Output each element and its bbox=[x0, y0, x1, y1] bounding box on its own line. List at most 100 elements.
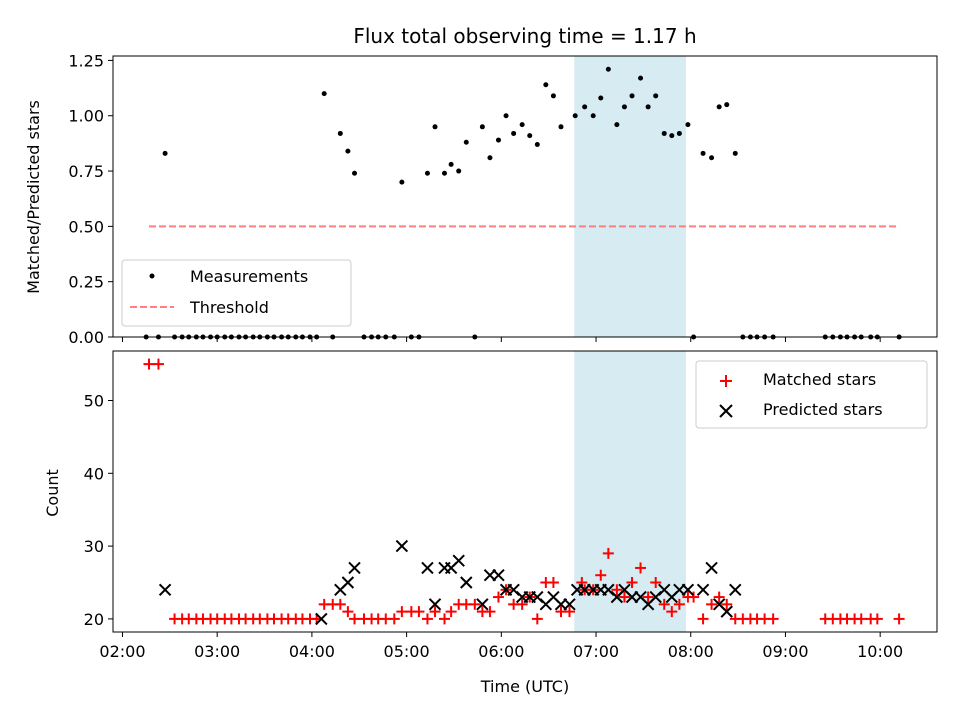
measurement-point bbox=[448, 161, 454, 167]
matched-star-point bbox=[334, 598, 346, 610]
y-tick-label: 30 bbox=[84, 537, 104, 556]
matched-star-point bbox=[438, 613, 450, 625]
matched-star-point bbox=[445, 606, 457, 618]
x-tick-label: 09:00 bbox=[762, 642, 808, 661]
x-tick-label: 05:00 bbox=[384, 642, 430, 661]
predicted-star-point bbox=[460, 576, 473, 589]
y-tick-label: 1.00 bbox=[68, 107, 104, 126]
matched-star-point bbox=[706, 598, 718, 610]
predicted-star-point bbox=[452, 554, 465, 567]
x-tick-label: 03:00 bbox=[194, 642, 240, 661]
measurement-point bbox=[487, 155, 493, 161]
measurement-point bbox=[558, 124, 564, 130]
predicted-star-point bbox=[476, 598, 489, 611]
matched-star-point bbox=[871, 613, 883, 625]
measurement-point bbox=[709, 155, 715, 161]
predicted-star-point bbox=[158, 583, 172, 596]
measurement-point bbox=[685, 122, 691, 128]
measurement-point bbox=[527, 133, 533, 139]
measurement-point bbox=[534, 142, 540, 148]
legend-predicted-marker bbox=[719, 404, 733, 418]
measurement-point bbox=[669, 133, 675, 139]
matched-star-point bbox=[595, 569, 607, 581]
count-panel: 20 30 40 50 02:00 03:00 04:00 05:00 06:00 07:00 0… bbox=[43, 350, 938, 696]
measurement-point bbox=[716, 104, 722, 110]
measurement-point bbox=[479, 124, 485, 130]
matched-star-point bbox=[673, 598, 685, 610]
matched-star-point bbox=[469, 598, 481, 610]
x-tick-label: 06:00 bbox=[478, 642, 524, 661]
matched-star-point bbox=[855, 613, 867, 625]
measurement-point bbox=[700, 150, 706, 156]
matched-star-point bbox=[143, 358, 155, 370]
measurement-point bbox=[503, 113, 509, 119]
y-tick-label: 0.50 bbox=[68, 217, 104, 236]
measurement-point bbox=[337, 130, 343, 136]
measurement-point bbox=[550, 93, 556, 99]
matched-star-point bbox=[650, 576, 662, 588]
matched-star-point bbox=[697, 613, 709, 625]
count-plot-frame bbox=[112, 350, 938, 633]
measurement-point bbox=[162, 150, 168, 156]
matched-star-point bbox=[642, 591, 654, 603]
count-y-axis-label: Count bbox=[43, 469, 62, 517]
measurement-point bbox=[621, 104, 627, 110]
measurement-point bbox=[676, 130, 682, 136]
measurement-point bbox=[638, 75, 644, 81]
legend-predicted-label: Predicted stars bbox=[763, 400, 883, 419]
matched-star-point bbox=[626, 576, 638, 588]
measurement-point bbox=[511, 130, 517, 136]
matched-star-point bbox=[421, 613, 433, 625]
measurement-point bbox=[345, 148, 351, 154]
matched-star-point bbox=[893, 613, 905, 625]
legend-matched-label: Matched stars bbox=[763, 370, 876, 389]
matched-star-point bbox=[564, 606, 576, 618]
matched-star-point bbox=[516, 598, 528, 610]
count-legend-box bbox=[695, 360, 928, 429]
predicted-star-point bbox=[563, 598, 576, 611]
y-tick-label: 0.00 bbox=[68, 328, 104, 347]
measurement-point bbox=[645, 104, 651, 110]
measurement-point bbox=[614, 122, 620, 128]
measurement-point bbox=[495, 137, 501, 143]
matched-star-point bbox=[152, 358, 164, 370]
measurement-point bbox=[590, 113, 596, 119]
predicted-star-point bbox=[395, 539, 409, 553]
predicted-star-point bbox=[315, 612, 328, 626]
measurement-point bbox=[598, 95, 604, 101]
matched-star-point bbox=[492, 591, 504, 603]
y-tick-label: 0.75 bbox=[68, 162, 104, 181]
measurement-point bbox=[456, 168, 462, 174]
y-tick-label: 50 bbox=[84, 392, 104, 411]
measurement-point bbox=[352, 170, 358, 176]
x-tick-label: 10:00 bbox=[857, 642, 903, 661]
matched-star-point bbox=[484, 606, 496, 618]
y-tick-label: 1.25 bbox=[68, 51, 104, 70]
ratio-legend: Measurements Threshold bbox=[121, 259, 352, 327]
x-tick-label: 02:00 bbox=[99, 642, 145, 661]
matched-star-point bbox=[429, 606, 441, 618]
ratio-highlight-span bbox=[574, 56, 687, 337]
matched-star-point bbox=[388, 613, 400, 625]
y-tick-label: 40 bbox=[84, 464, 104, 483]
y-tick-label: 20 bbox=[84, 610, 104, 629]
predicted-star-point bbox=[696, 583, 710, 596]
legend-measurements-marker bbox=[149, 273, 155, 279]
predicted-star-point bbox=[720, 605, 733, 618]
matched-star-point bbox=[658, 598, 670, 610]
ratio-panel: 0.00 0.25 0.50 0.75 1.00 1.25 Matched/Predict… bbox=[24, 51, 938, 347]
measurement-point bbox=[424, 170, 430, 176]
x-tick-label: 04:00 bbox=[289, 642, 335, 661]
measurement-point bbox=[321, 91, 327, 97]
legend-matched-marker bbox=[720, 375, 732, 387]
ratio-legend-box bbox=[121, 259, 352, 327]
measurement-point bbox=[605, 66, 611, 72]
chart-title: Flux total observing time = 1.17 h bbox=[353, 24, 696, 48]
matched-star-point bbox=[635, 562, 647, 574]
matched-star-point bbox=[713, 591, 725, 603]
measurement-point bbox=[661, 130, 667, 136]
predicted-star-point bbox=[492, 569, 505, 582]
x-axis-label: Time (UTC) bbox=[480, 677, 569, 696]
matched-star-point bbox=[618, 591, 630, 603]
